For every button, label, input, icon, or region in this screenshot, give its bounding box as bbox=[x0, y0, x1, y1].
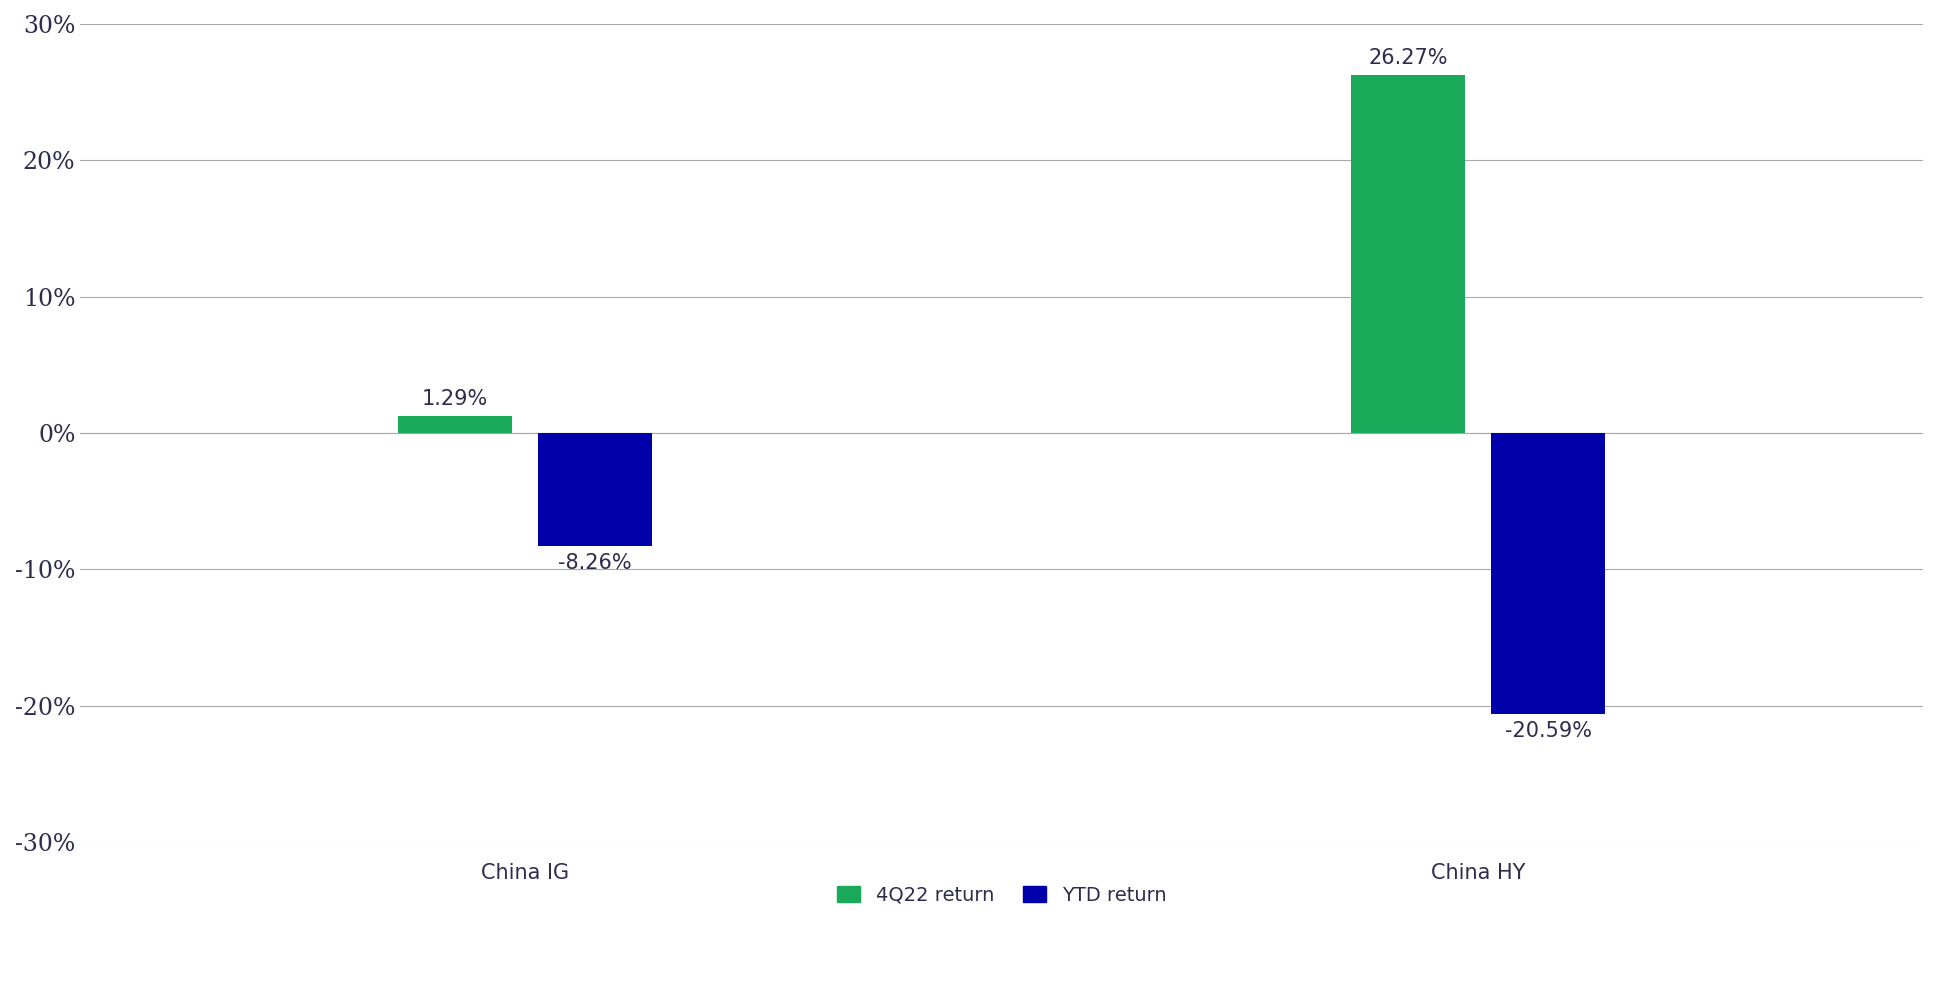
Text: 26.27%: 26.27% bbox=[1368, 48, 1448, 68]
Bar bbox=[1351, 75, 1465, 433]
Bar bbox=[1490, 433, 1605, 714]
Bar bbox=[537, 433, 651, 546]
Text: 1.29%: 1.29% bbox=[422, 389, 488, 409]
Text: -20.59%: -20.59% bbox=[1504, 721, 1591, 740]
Text: -8.26%: -8.26% bbox=[558, 553, 632, 573]
Legend: 4Q22 return, YTD return: 4Q22 return, YTD return bbox=[828, 876, 1176, 914]
Bar bbox=[397, 415, 512, 433]
